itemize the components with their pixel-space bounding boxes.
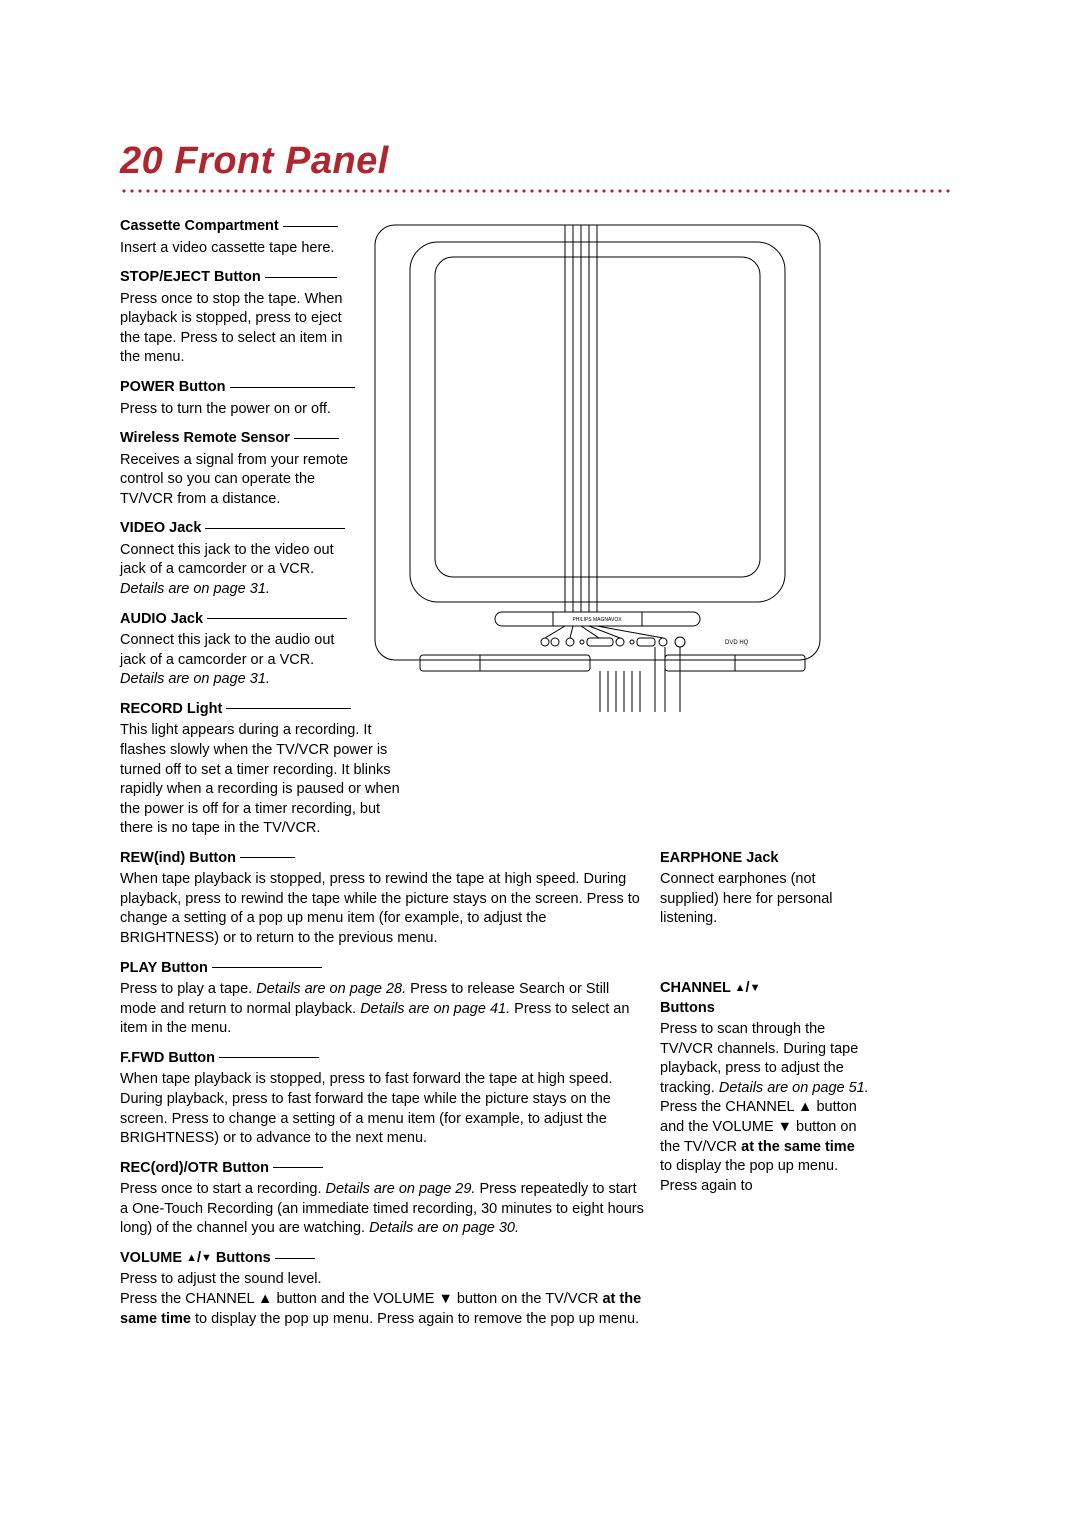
entry-channel: CHANNEL ▲/▼Buttons Press to scan through… <box>660 979 870 1196</box>
tv-vcr-diagram: PHILIPS MAGNAVOX DVD HQ <box>365 217 830 712</box>
dotted-rule <box>120 187 950 195</box>
content-area: PHILIPS MAGNAVOX DVD HQ <box>120 217 950 1329</box>
right-column: EARPHONE Jack Connect earphones (not sup… <box>660 849 870 1206</box>
entry-earphone: EARPHONE Jack Connect earphones (not sup… <box>660 849 870 929</box>
manual-page: 20 Front Panel <box>0 0 1080 1528</box>
entry-volume: VOLUME ▲/▼ Buttons Press to adjust the s… <box>120 1249 645 1329</box>
dvdhq-label: DVD HQ <box>725 640 749 646</box>
entry-play: PLAY Button Press to play a tape. Detail… <box>120 959 645 1039</box>
entry-remote-sensor: Wireless Remote Sensor Receives a signal… <box>120 429 360 509</box>
wide-column: REW(ind) Button When tape playback is st… <box>120 849 645 1329</box>
entry-ffwd: F.FWD Button When tape playback is stopp… <box>120 1049 645 1149</box>
entry-rec-otr: REC(ord)/OTR Button Press once to start … <box>120 1159 645 1239</box>
entry-rew: REW(ind) Button When tape playback is st… <box>120 849 645 949</box>
left-column: Cassette Compartment Insert a video cass… <box>120 217 360 839</box>
entry-stop-eject: STOP/EJECT Button Press once to stop the… <box>120 268 360 368</box>
entry-audio-jack: AUDIO Jack Connect this jack to the audi… <box>120 610 360 690</box>
page-title: 20 Front Panel <box>120 140 970 183</box>
entry-power: POWER Button Press to turn the power on … <box>120 378 360 419</box>
brand-label: PHILIPS MAGNAVOX <box>572 617 622 623</box>
entry-video-jack: VIDEO Jack Connect this jack to the vide… <box>120 519 360 599</box>
entry-record-light: RECORD Light This light appears during a… <box>120 700 410 839</box>
entry-cassette: Cassette Compartment Insert a video cass… <box>120 217 360 258</box>
lower-columns: REW(ind) Button When tape playback is st… <box>120 849 950 1329</box>
